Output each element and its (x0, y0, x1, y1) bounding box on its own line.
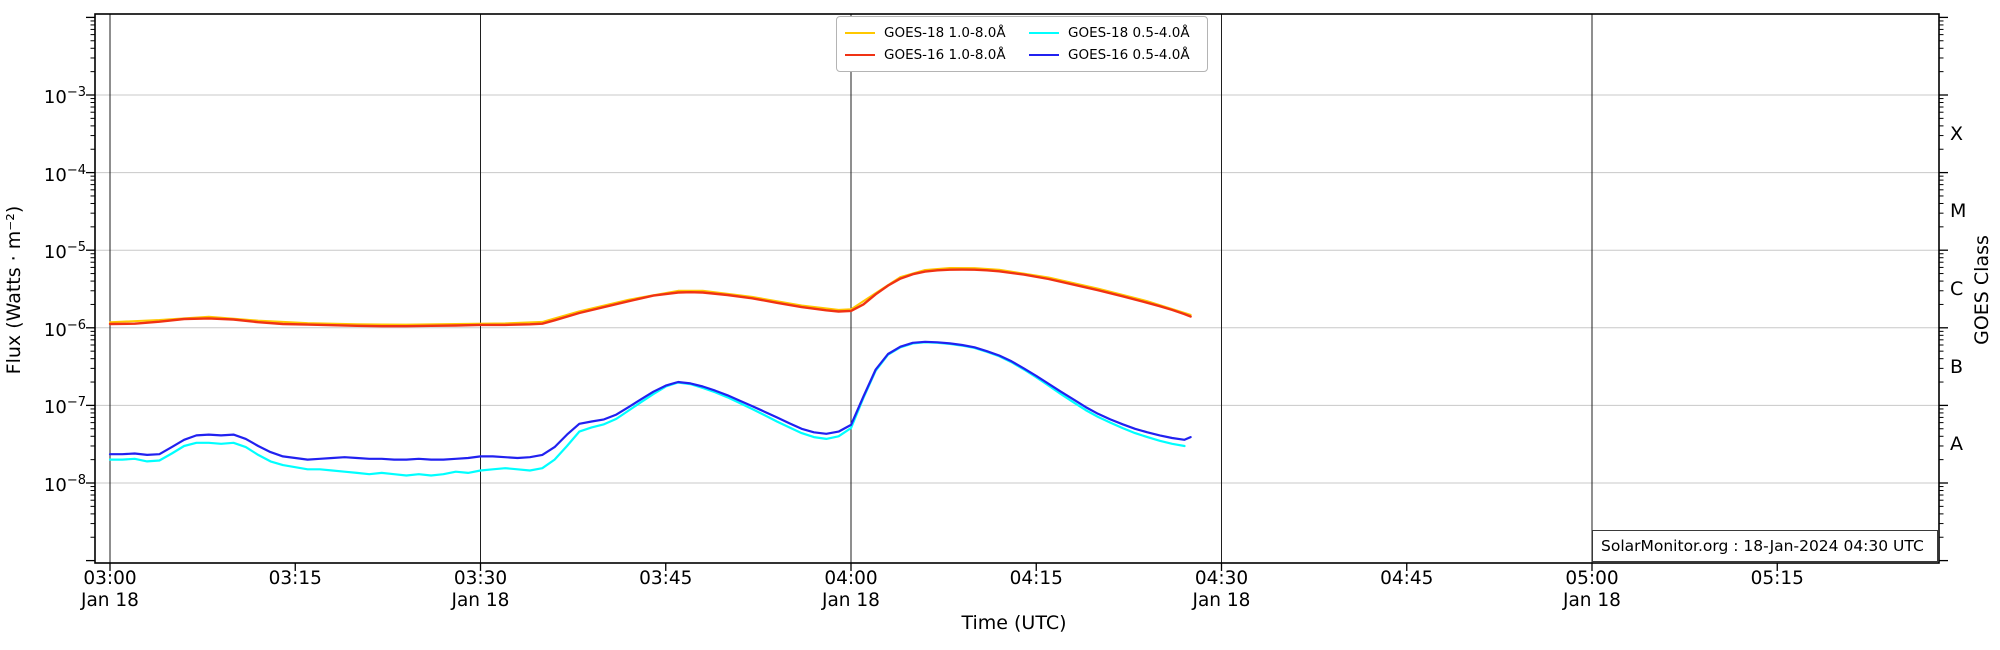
x-tick-date-label: Jan 18 (1563, 590, 1621, 611)
x-tick-date-label: Jan 18 (81, 590, 139, 611)
legend-item-goes16-long: GOES-16 1.0-8.0Å (845, 47, 1015, 63)
legend-item-label: GOES-16 1.0-8.0Å (884, 47, 1006, 63)
legend-line-swatch (845, 54, 875, 56)
series-GOES-18 0.5-4.0Å (108, 341, 1186, 477)
x-axis-label-time: Time (UTC) (961, 612, 1067, 634)
legend-item-label: GOES-16 0.5-4.0Å (1068, 47, 1190, 63)
goes-class-letter-A: A (1950, 433, 1963, 456)
x-tick-label: 04:30 Jan 18 (1152, 568, 1292, 612)
goes-class-letter-M: M (1950, 200, 1967, 223)
plot-frame (94, 13, 1940, 564)
solarmonitor-watermark: SolarMonitor.org : 18-Jan-2024 04:30 UTC (1592, 530, 1938, 562)
y-tick-label: 10−6 (43, 317, 86, 341)
watermark-text: SolarMonitor.org : 18-Jan-2024 04:30 UTC (1601, 537, 1924, 555)
legend-item-goes18-short: GOES-18 0.5-4.0Å (1029, 25, 1199, 41)
y-tick-label: 10−4 (43, 162, 86, 186)
legend-line-swatch (845, 32, 875, 34)
x-tick-date-label: Jan 18 (822, 590, 880, 611)
y-tick-label: 10−7 (43, 395, 86, 419)
goes-class-letter-B: B (1950, 355, 1964, 378)
series-GOES-16 1.0-8.0Å (108, 268, 1192, 328)
x-tick-label: 03:45 (639, 568, 693, 589)
series-GOES-16 0.5-4.0Å (108, 340, 1192, 461)
x-tick-label: 03:30 Jan 18 (411, 568, 551, 612)
x-tick-label: 04:00 Jan 18 (781, 568, 921, 612)
goes-class-letter-X: X (1950, 122, 1964, 145)
legend-item-goes18-long: GOES-18 1.0-8.0Å (845, 25, 1015, 41)
y-tick-label: 10−8 (43, 473, 86, 496)
x-tick-date-label: Jan 18 (1192, 590, 1251, 611)
goes-class-letter-C: C (1950, 278, 1964, 300)
y-tick-label: 10−3 (43, 85, 86, 108)
legend-item-label: GOES-18 1.0-8.0Å (884, 25, 1006, 41)
legend-item-goes16-short: GOES-16 0.5-4.0Å (1029, 47, 1199, 63)
legend: GOES-18 1.0-8.0Å GOES-18 0.5-4.0Å GOES-1… (836, 16, 1208, 72)
x-tick-label: 03:15 (268, 568, 322, 589)
x-tick-label: 05:15 (1750, 568, 1804, 589)
x-tick-label: 04:45 (1380, 568, 1434, 589)
x-tick-label: 05:00 Jan 18 (1522, 568, 1662, 612)
x-tick-date-label: Jan 18 (451, 590, 510, 611)
legend-item-label: GOES-18 0.5-4.0Å (1068, 25, 1190, 41)
y-tick-label: 10−5 (43, 240, 86, 264)
x-tick-label: 04:15 (1009, 568, 1063, 589)
legend-line-swatch (1029, 54, 1059, 56)
x-tick-label: 03:00 Jan 18 (40, 568, 180, 612)
legend-line-swatch (1029, 32, 1059, 34)
